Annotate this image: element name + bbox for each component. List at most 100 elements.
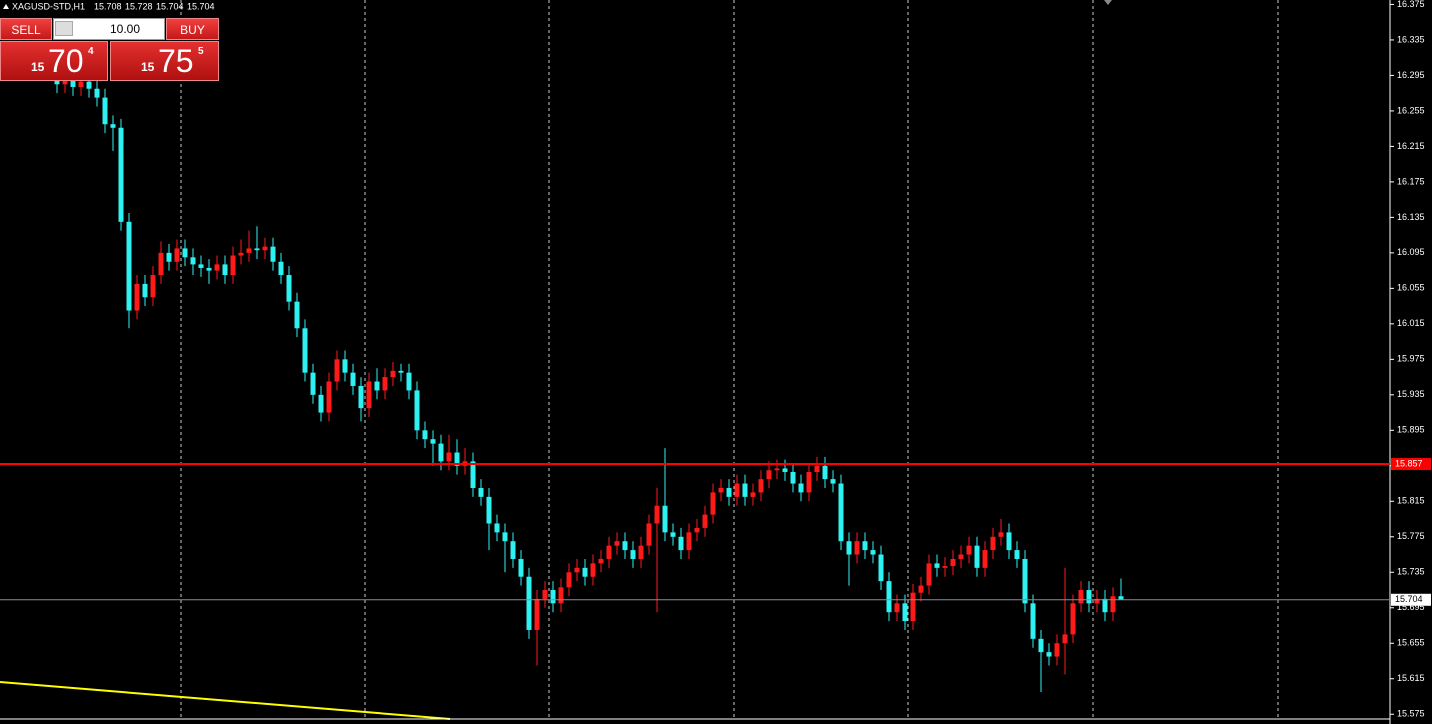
candle-body bbox=[374, 381, 380, 391]
candle-body bbox=[614, 541, 620, 546]
candle-body bbox=[878, 554, 884, 582]
candle-body bbox=[222, 264, 228, 276]
candle-body bbox=[1110, 596, 1116, 613]
candle-body bbox=[470, 461, 476, 488]
candle-body bbox=[1102, 598, 1108, 613]
candle-body bbox=[94, 88, 100, 98]
candle-body bbox=[70, 79, 76, 87]
candle-body bbox=[942, 566, 948, 568]
y-tick-label: 16.375 bbox=[1397, 0, 1425, 9]
candle-body bbox=[678, 536, 684, 551]
candle-body bbox=[550, 590, 556, 604]
candle-body bbox=[982, 550, 988, 568]
candle-body bbox=[718, 487, 724, 493]
candle-body bbox=[334, 359, 340, 382]
candle-body bbox=[838, 483, 844, 542]
candle-body bbox=[510, 541, 516, 559]
candle-body bbox=[326, 381, 332, 413]
candle-body bbox=[102, 97, 108, 125]
y-tick-label: 15.775 bbox=[1397, 531, 1425, 541]
candle-body bbox=[990, 536, 996, 551]
trendline bbox=[0, 681, 451, 720]
candle-body bbox=[1078, 590, 1084, 604]
y-tick-label: 16.055 bbox=[1397, 283, 1425, 293]
candle-body bbox=[286, 275, 292, 302]
volume-input[interactable]: 10.00 bbox=[53, 18, 165, 40]
candle-body bbox=[1054, 643, 1060, 657]
candle-body bbox=[398, 370, 404, 373]
candle-body bbox=[270, 246, 276, 262]
y-tick-label: 16.015 bbox=[1397, 318, 1425, 328]
candle-body bbox=[342, 359, 348, 373]
candle-body bbox=[422, 430, 428, 440]
candle-body bbox=[630, 550, 636, 559]
candle-body bbox=[726, 487, 732, 497]
buy-button[interactable]: BUY bbox=[166, 18, 219, 40]
candle-body bbox=[110, 124, 116, 128]
price-pips: 70 bbox=[48, 43, 84, 79]
price-big-figure: 15 bbox=[31, 60, 45, 74]
candle-body bbox=[446, 452, 452, 462]
bid-label-box bbox=[1391, 593, 1431, 606]
candle-body bbox=[78, 81, 84, 87]
candle-body bbox=[870, 550, 876, 555]
y-tick-label: 16.095 bbox=[1397, 247, 1425, 257]
y-tick-label: 15.575 bbox=[1397, 709, 1425, 719]
candle-body bbox=[774, 468, 780, 471]
candle-body bbox=[998, 532, 1004, 537]
candle-body bbox=[1038, 638, 1044, 653]
ohlc-open: 15.708 bbox=[94, 1, 122, 11]
candle-body bbox=[134, 283, 140, 311]
ohlc-low: 15.704 bbox=[156, 1, 184, 11]
candle-body bbox=[694, 527, 700, 533]
price-fraction: 4 bbox=[88, 46, 94, 57]
level-label-box bbox=[1391, 458, 1431, 471]
y-tick-label: 15.895 bbox=[1397, 425, 1425, 435]
candle-body bbox=[590, 563, 596, 577]
sell-price[interactable]: 15 70 4 bbox=[0, 41, 108, 81]
candle-body bbox=[814, 465, 820, 473]
sell-button[interactable]: SELL bbox=[0, 18, 52, 40]
candle-body bbox=[86, 81, 92, 89]
level-label: 15.857 bbox=[1395, 458, 1423, 468]
candle-body bbox=[974, 545, 980, 568]
candle-body bbox=[278, 261, 284, 276]
candle-body bbox=[758, 479, 764, 493]
shift-marker bbox=[1104, 0, 1112, 5]
candle-body bbox=[318, 394, 324, 413]
candle-body bbox=[214, 264, 220, 271]
candle-body bbox=[294, 301, 300, 329]
candle-body bbox=[382, 377, 388, 391]
candle-body bbox=[566, 572, 572, 588]
buy-price[interactable]: 15 75 5 bbox=[110, 41, 219, 81]
candle-body bbox=[430, 439, 436, 444]
candle-body bbox=[1022, 558, 1028, 604]
candle-body bbox=[702, 514, 708, 528]
candle-body bbox=[1086, 590, 1092, 604]
candle-body bbox=[950, 558, 956, 567]
y-tick-label: 16.135 bbox=[1397, 212, 1425, 222]
chart-title: XAGUSD-STD,H1 bbox=[12, 1, 85, 11]
candle-body bbox=[1030, 603, 1036, 639]
candle-body bbox=[206, 267, 212, 271]
ohlc-close: 15.704 bbox=[187, 1, 215, 11]
candle-body bbox=[454, 452, 460, 466]
y-tick-label: 16.335 bbox=[1397, 34, 1425, 44]
candle-body bbox=[1046, 652, 1052, 657]
candle-body bbox=[662, 505, 668, 533]
candle-body bbox=[582, 567, 588, 577]
y-tick-label: 16.215 bbox=[1397, 141, 1425, 151]
candle-body bbox=[1118, 596, 1124, 600]
y-tick-label: 15.935 bbox=[1397, 389, 1425, 399]
candle-body bbox=[862, 541, 868, 551]
y-tick-label: 15.975 bbox=[1397, 354, 1425, 364]
candle-body bbox=[518, 558, 524, 577]
candle-body bbox=[598, 558, 604, 564]
y-tick-label: 15.695 bbox=[1397, 602, 1425, 612]
candle-body bbox=[638, 545, 644, 559]
candle-body bbox=[310, 372, 316, 395]
volume-spinner[interactable] bbox=[55, 21, 73, 36]
candle-body bbox=[806, 472, 812, 493]
